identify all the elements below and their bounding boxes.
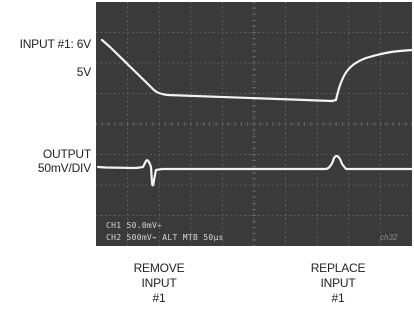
graticule [96, 2, 412, 246]
input-trace [100, 38, 412, 103]
output-label-line2: 50mV/DIV [37, 161, 91, 175]
readout-line-2: CH2 500mV⌁ ALT MTB 50µs [106, 233, 224, 242]
remove-label-line1: REMOVE [133, 261, 185, 275]
remove-label-line3: #1 [152, 291, 166, 305]
replace-input-label: REPLACE INPUT #1 [305, 261, 371, 306]
remove-label-line2: INPUT [141, 276, 177, 290]
input-voltage-low-text: 5V [76, 65, 91, 79]
input-voltage-low-label: 5V [77, 65, 91, 79]
remove-input-label: REMOVE INPUT #1 [127, 261, 191, 306]
input-voltage-high-label: INPUT #1: 6V [19, 37, 92, 51]
replace-label-line3: #1 [331, 291, 345, 305]
traces [96, 38, 412, 187]
output-label: OUTPUT 50mV/DIV [38, 147, 91, 175]
replace-label-line2: INPUT [320, 276, 356, 290]
oscilloscope-screen: CH1 50.0mV⌁ CH2 500mV⌁ ALT MTB 50µs ch32 [96, 2, 412, 246]
output-trace [96, 154, 412, 187]
readout-line-1: CH1 50.0mV⌁ [106, 221, 162, 230]
scope-code-label: ch32 [380, 233, 398, 242]
replace-label-line1: REPLACE [310, 261, 366, 275]
input-voltage-label: INPUT #1: 6V [19, 37, 92, 51]
output-label-line1: OUTPUT [42, 147, 91, 161]
